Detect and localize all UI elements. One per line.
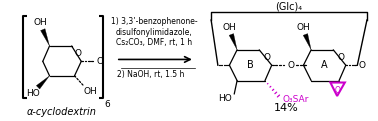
Polygon shape	[303, 34, 311, 50]
Text: OH: OH	[83, 87, 97, 96]
Text: 2) NaOH, rt, 1.5 h: 2) NaOH, rt, 1.5 h	[117, 70, 184, 79]
Text: A: A	[321, 60, 328, 70]
Text: O: O	[75, 49, 82, 58]
Text: O: O	[264, 53, 271, 62]
Text: O: O	[359, 61, 366, 70]
Polygon shape	[40, 29, 50, 46]
Text: α-cyclodextrin: α-cyclodextrin	[27, 107, 97, 117]
Text: HO: HO	[218, 94, 231, 103]
Polygon shape	[36, 76, 50, 89]
Text: O: O	[338, 53, 345, 62]
Text: B: B	[247, 60, 254, 70]
Polygon shape	[229, 34, 237, 50]
Text: O: O	[96, 57, 103, 66]
Text: (Glc)₄: (Glc)₄	[276, 1, 303, 11]
Text: OH: OH	[297, 23, 310, 32]
Text: OH: OH	[223, 23, 236, 32]
Text: O₃SAr: O₃SAr	[282, 95, 309, 104]
Text: 1) 3,3’-benzophenone-: 1) 3,3’-benzophenone-	[111, 17, 198, 26]
Text: O: O	[334, 86, 340, 95]
Text: O: O	[287, 61, 294, 70]
Text: Cs₂CO₃, DMF, rt, 1 h: Cs₂CO₃, DMF, rt, 1 h	[116, 38, 192, 47]
Text: HO: HO	[26, 89, 40, 98]
Text: OH: OH	[34, 18, 48, 27]
Text: 6: 6	[104, 100, 110, 109]
Text: disulfonylimidazole,: disulfonylimidazole,	[116, 28, 193, 37]
Text: 14%: 14%	[274, 103, 299, 113]
